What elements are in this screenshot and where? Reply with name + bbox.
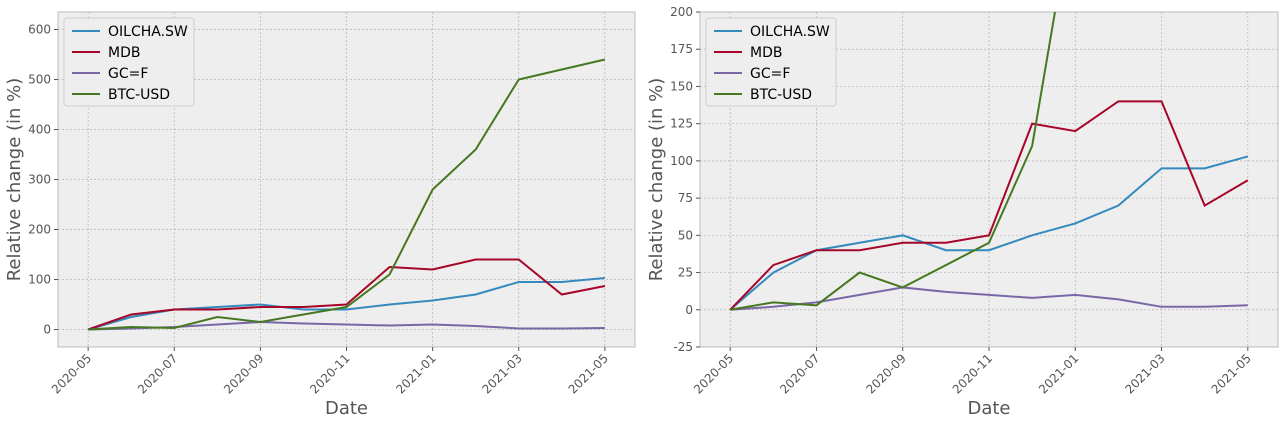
x-tick-label: 2021-05 [566, 351, 611, 396]
x-axis-label: Date [325, 398, 368, 419]
y-tick-label: 600 [28, 23, 51, 37]
legend-label: OILCHA.SW [108, 24, 188, 40]
legend-label: MDB [108, 45, 140, 61]
x-tick-label: 2021-01 [1036, 351, 1081, 396]
y-tick-label: -25 [673, 340, 693, 354]
y-tick-label: 150 [670, 79, 693, 93]
x-tick-label: 2020-11 [307, 351, 352, 396]
y-tick-label: 500 [28, 73, 51, 87]
x-tick-label: 2020-07 [777, 351, 822, 396]
y-tick-label: 125 [670, 117, 693, 131]
x-tick-label: 2020-07 [135, 351, 180, 396]
legend-box [63, 17, 195, 107]
y-tick-label: 400 [28, 123, 51, 137]
y-tick-label: 200 [670, 5, 693, 19]
series-line [730, 12, 1056, 311]
y-tick-label: 200 [28, 223, 51, 237]
y-tick-label: 25 [678, 266, 693, 280]
x-tick-label: 2020-09 [863, 351, 908, 396]
legend-label: BTC-USD [750, 87, 812, 103]
series-line [87, 258, 606, 331]
y-tick-label: 50 [678, 228, 693, 242]
y-tick-label: 300 [28, 173, 51, 187]
x-axis-label: Date [967, 398, 1010, 419]
series-line [88, 58, 606, 331]
y-tick-label: 0 [685, 303, 693, 317]
x-tick-label: 2021-05 [1209, 351, 1254, 396]
y-tick-label: 100 [28, 273, 51, 287]
y-tick-label: 175 [670, 42, 693, 56]
x-tick-label: 2020-11 [950, 351, 995, 396]
legend-label: MDB [750, 45, 782, 61]
series-line [730, 286, 1248, 311]
legend-label: GC=F [750, 66, 790, 82]
legend-label: OILCHA.SW [750, 24, 830, 40]
chart: 0 100 200 300 400 500 600 2020-05 2020-07 2020-09… [4, 11, 636, 419]
y-tick-label: 100 [670, 154, 693, 168]
legend-label: BTC-USD [108, 87, 170, 103]
legend-label: GC=F [108, 66, 148, 82]
x-tick-label: 2020-05 [691, 351, 736, 396]
x-tick-label: 2021-03 [1122, 351, 1167, 396]
y-axis-label: Relative change (in %) [646, 78, 667, 282]
y-axis-label: Relative change (in %) [4, 78, 25, 282]
chart: -25 0 25 50 75 100 125 150 175 200 2020-05 2020-07 2… [646, 5, 1279, 419]
x-tick-label: 2021-03 [480, 351, 525, 396]
legend-box [705, 17, 837, 107]
y-tick-label: 75 [678, 191, 693, 205]
x-tick-label: 2021-01 [393, 351, 438, 396]
series-line [729, 100, 1249, 311]
x-tick-label: 2020-09 [221, 351, 266, 396]
y-tick-label: 0 [43, 323, 51, 337]
x-tick-label: 2020-05 [49, 351, 94, 396]
